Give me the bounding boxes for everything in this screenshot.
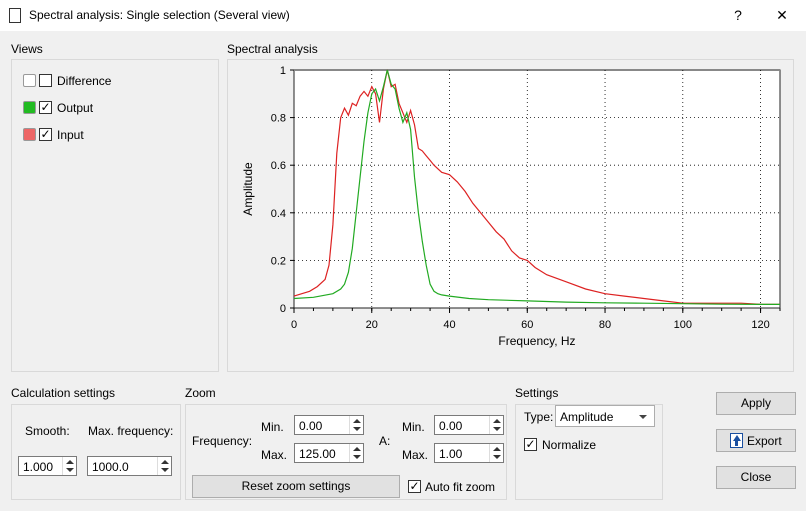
a-min-spin-arrows[interactable] [489, 416, 503, 434]
a-min-label: Min. [402, 420, 425, 434]
x-tick-label: 120 [751, 319, 769, 331]
x-axis-label: Frequency, Hz [498, 334, 575, 348]
y-tick-label: 0.4 [271, 208, 286, 220]
frequency-label: Frequency: [192, 434, 253, 448]
y-tick-label: 1 [280, 65, 286, 77]
freq-min-spinbox[interactable]: 0.00 [294, 415, 364, 435]
output-checkbox[interactable]: ✓ [39, 100, 52, 114]
series-line-0 [293, 69, 780, 305]
calc-group-label: Calculation settings [11, 386, 116, 400]
plot-area [293, 69, 781, 309]
freq-min-spin-arrows[interactable] [349, 416, 363, 434]
amplitude-range-label: A: [379, 434, 391, 448]
a-min-spinbox[interactable]: 0.00 [434, 415, 504, 435]
difference-label: Difference [57, 74, 112, 88]
export-label: Export [747, 434, 782, 448]
a-max-spin-arrows[interactable] [489, 444, 503, 462]
spectral-group-label: Spectral analysis [227, 42, 318, 56]
smooth-value: 1.000 [23, 460, 54, 474]
type-select-value: Amplitude [560, 410, 614, 424]
export-button[interactable]: Export [716, 429, 796, 452]
x-tick-label: 60 [521, 319, 533, 331]
smooth-label: Smooth: [25, 424, 70, 438]
help-button[interactable]: ? [734, 7, 742, 23]
freq-min-label: Min. [261, 420, 284, 434]
x-tick-label: 80 [599, 319, 611, 331]
x-tick-label: 100 [674, 319, 692, 331]
calc-panel [11, 404, 181, 500]
freq-max-spin-arrows[interactable] [349, 444, 363, 462]
zoom-group-label: Zoom [185, 386, 216, 400]
a-max-label: Max. [402, 448, 429, 462]
input-label: Input [57, 128, 84, 142]
smooth-spin-arrows[interactable] [62, 457, 76, 475]
maxfreq-spin-arrows[interactable] [157, 457, 171, 475]
views-group-label: Views [11, 42, 43, 56]
difference-color-swatch[interactable] [23, 74, 36, 87]
y-tick-label: 0 [280, 303, 286, 315]
series-line-1 [293, 69, 780, 305]
maxfreq-spinbox[interactable]: 1000.0 [87, 456, 172, 476]
window-title: Spectral analysis: Single selection (Sev… [29, 8, 290, 22]
a-min-value: 0.00 [439, 419, 463, 433]
x-tick-label: 20 [366, 319, 378, 331]
y-tick-label: 0.8 [271, 113, 286, 125]
freq-max-label: Max. [261, 448, 288, 462]
spectrum-chart: 0 0.2 0.4 0.6 0.8 1 0 20 40 60 80 100 120 Frequency, … [241, 65, 781, 348]
y-tick-label: 0.6 [271, 160, 286, 172]
close-button[interactable]: Close [716, 466, 796, 489]
a-max-value: 1.00 [439, 447, 463, 461]
normalize-checkbox[interactable]: ✓ [524, 437, 537, 451]
maxfreq-value: 1000.0 [92, 460, 129, 474]
normalize-label: Normalize [542, 438, 597, 452]
close-window-button[interactable]: ✕ [776, 7, 788, 23]
a-max-spinbox[interactable]: 1.00 [434, 443, 504, 463]
maxfreq-label: Max. frequency: [88, 424, 174, 438]
settings-group-label: Settings [515, 386, 559, 400]
type-select[interactable]: Amplitude [555, 405, 655, 427]
freq-max-value: 125.00 [299, 447, 336, 461]
title-bar [0, 0, 806, 31]
freq-min-value: 0.00 [299, 419, 323, 433]
y-tick-label: 0.2 [271, 255, 286, 267]
x-tick-label: 40 [443, 319, 455, 331]
output-label: Output [57, 101, 94, 115]
input-color-swatch[interactable] [23, 128, 36, 141]
autofit-label: Auto fit zoom [425, 480, 496, 494]
difference-checkbox[interactable] [39, 74, 52, 87]
input-checkbox[interactable]: ✓ [39, 127, 52, 141]
chevron-down-icon [639, 415, 647, 419]
reset-zoom-button[interactable]: Reset zoom settings [192, 475, 400, 498]
export-icon [730, 433, 743, 448]
freq-max-spinbox[interactable]: 125.00 [294, 443, 364, 463]
smooth-spinbox[interactable]: 1.000 [18, 456, 77, 476]
window-icon [9, 8, 21, 23]
output-color-swatch[interactable] [23, 101, 36, 114]
type-label: Type: [524, 410, 554, 424]
apply-button[interactable]: Apply [716, 392, 796, 415]
x-tick-label: 0 [291, 319, 297, 331]
autofit-checkbox[interactable]: ✓ [408, 479, 421, 493]
y-axis-label: Amplitude [241, 162, 255, 216]
